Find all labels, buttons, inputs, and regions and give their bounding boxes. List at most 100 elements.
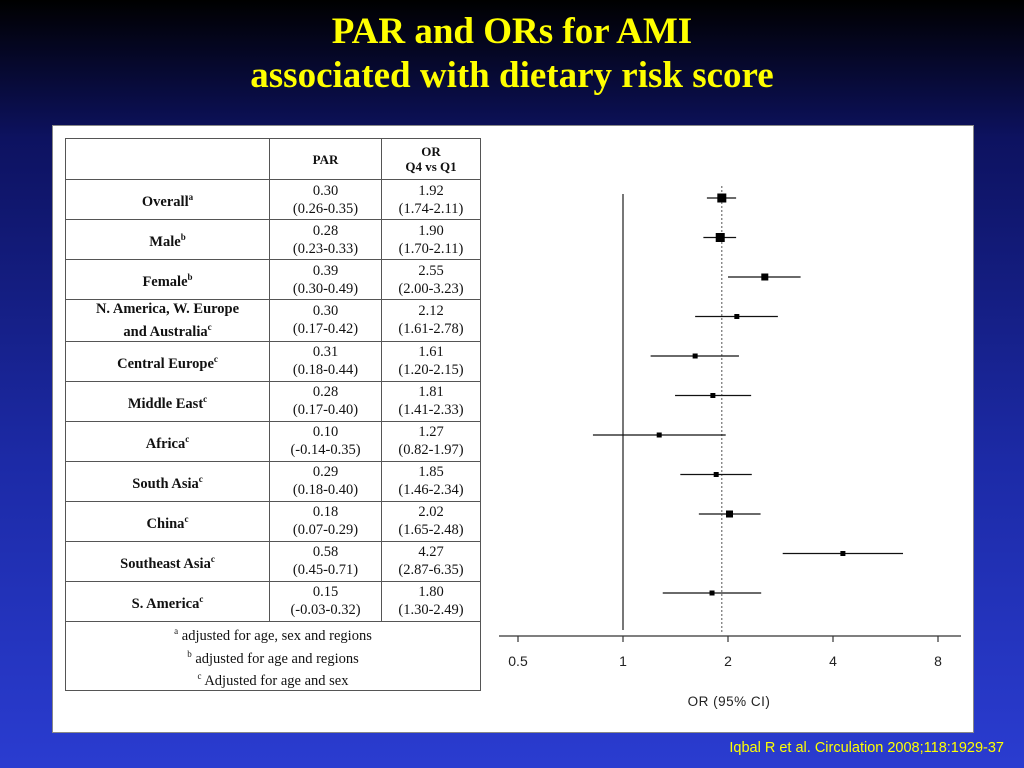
footnote-text: adjusted for age and regions bbox=[192, 650, 358, 666]
footnote-text-value: Adjusted for age and sex bbox=[204, 673, 349, 690]
table-row: Africac 0.10 (-0.14-0.35) 1.27 (0.82-1.97) bbox=[65, 420, 481, 462]
or-value: 1.80 bbox=[418, 584, 444, 601]
or-ci: (1.70-2.11) bbox=[398, 240, 464, 257]
header-or-line2: Q4 vs Q1 bbox=[405, 159, 457, 174]
or-ci: (0.82-1.97) bbox=[398, 442, 464, 459]
x-tick-label: 8 bbox=[934, 653, 942, 669]
table-row: Central Europec 0.31 (0.18-0.44) 1.61 (1.20-… bbox=[65, 340, 481, 382]
par-ci: (0.26-0.35) bbox=[292, 200, 359, 217]
par-ci: (-0.03-0.32) bbox=[290, 602, 361, 619]
estimate-marker bbox=[710, 393, 716, 398]
row-label: Femaleb bbox=[65, 259, 270, 300]
footnote-sup: a bbox=[174, 625, 179, 636]
par-ci: (0.45-0.71) bbox=[292, 562, 359, 579]
forest-plot: 0.5 1 2 4 8 OR (95% CI) bbox=[499, 186, 961, 709]
par-cell: 0.30 (0.26-0.35) bbox=[269, 179, 382, 220]
or-cell: 1.92 (1.74-2.11) bbox=[381, 179, 481, 220]
x-axis-label: OR (95% CI) bbox=[688, 694, 771, 709]
row-label-text: S. America bbox=[131, 595, 200, 612]
table-row: Middle Eastc 0.28 (0.17-0.40) 1.81 (1.41-2.3… bbox=[65, 380, 481, 422]
row-label: Chinac bbox=[65, 500, 270, 542]
par-cell: 0.31 (0.18-0.44) bbox=[269, 340, 382, 382]
row-label-text: Middle East bbox=[127, 395, 204, 412]
row-label-text: Central Europe bbox=[117, 355, 214, 372]
or-ci: (2.87-6.35) bbox=[398, 562, 464, 579]
table-row: Chinac 0.18 (0.07-0.29) 2.02 (1.65-2.48) bbox=[65, 500, 481, 542]
row-label-sup: a bbox=[188, 192, 194, 203]
row-label-sup: c bbox=[198, 473, 203, 484]
footnote-text-value: adjusted for age, sex and regions bbox=[181, 627, 372, 644]
title-line-2: associated with dietary risk score bbox=[250, 55, 774, 96]
par-cell: 0.10 (-0.14-0.35) bbox=[269, 420, 382, 462]
footnotes: a adjusted for age, sex and regions b adj… bbox=[65, 620, 481, 692]
citation: Iqbal R et al. Circulation 2008;118:1929… bbox=[729, 740, 1004, 756]
or-cell: 1.85 (1.46-2.34) bbox=[381, 460, 481, 502]
table-body: Overalla 0.30 (0.26-0.35) 1.92 (1.74-2.11) Ma… bbox=[65, 179, 481, 622]
or-cell: 2.02 (1.65-2.48) bbox=[381, 500, 481, 542]
or-value: 2.55 bbox=[418, 262, 444, 279]
or-ci: (2.00-3.23) bbox=[398, 280, 464, 297]
row-label-sup: c bbox=[185, 433, 190, 444]
row-label: South Asiac bbox=[65, 460, 270, 502]
par-value: 0.28 bbox=[312, 384, 339, 401]
or-value: 1.92 bbox=[418, 182, 444, 199]
par-ci: (0.30-0.49) bbox=[292, 280, 359, 297]
or-ci: (1.74-2.11) bbox=[398, 200, 464, 217]
par-ci: (0.17-0.42) bbox=[292, 321, 359, 338]
estimate-marker bbox=[726, 510, 734, 518]
footnote: c Adjusted for age and sex bbox=[66, 667, 480, 690]
estimate-marker bbox=[692, 353, 698, 359]
footnote-row: a adjusted for age, sex and regions b adj… bbox=[65, 620, 481, 692]
or-value: 1.90 bbox=[418, 222, 444, 239]
table-row: South Asiac 0.29 (0.18-0.40) 1.85 (1.46-2.34… bbox=[65, 460, 481, 502]
or-cell: 1.90 (1.70-2.11) bbox=[381, 219, 481, 260]
footnote: b adjusted for age and regions bbox=[66, 645, 480, 668]
par-value: 0.10 bbox=[312, 424, 339, 441]
x-tick-label: 2 bbox=[724, 653, 732, 669]
risk-table: PAR OR Q4 vs Q1 Overalla 0.30 (0.26-0.35) 1… bbox=[65, 138, 481, 692]
par-value: 0.31 bbox=[312, 344, 339, 361]
or-value: 2.12 bbox=[418, 303, 444, 320]
par-value: 0.18 bbox=[312, 504, 339, 521]
estimate-marker bbox=[713, 472, 719, 477]
or-ci: (1.65-2.48) bbox=[398, 522, 464, 539]
row-label-text: Male bbox=[149, 233, 181, 250]
row-label-text: Southeast Asia bbox=[120, 555, 211, 572]
or-value: 1.27 bbox=[418, 424, 444, 441]
or-cell: 2.12 (1.61-2.78) bbox=[381, 299, 481, 342]
par-value: 0.28 bbox=[312, 222, 339, 239]
estimate-marker bbox=[761, 273, 769, 281]
row-label-sup: c bbox=[210, 553, 215, 564]
par-value: 0.30 bbox=[312, 182, 339, 199]
par-cell: 0.15 (-0.03-0.32) bbox=[269, 580, 382, 622]
row-label-text: China bbox=[146, 515, 185, 532]
or-cell: 2.55 (2.00-3.23) bbox=[381, 259, 481, 300]
par-cell: 0.58 (0.45-0.71) bbox=[269, 540, 382, 582]
or-value: 2.02 bbox=[418, 504, 444, 521]
row-label-text: Africa bbox=[145, 435, 186, 452]
x-tick-label: 1 bbox=[619, 653, 627, 669]
table-row: N. America, W. Europe and Australiac 0.30(… bbox=[65, 299, 481, 342]
figure-panel: PAR OR Q4 vs Q1 Overalla 0.30 (0.26-0.35) 1… bbox=[52, 125, 974, 733]
row-label-sup: b bbox=[187, 272, 193, 283]
or-cell: 4.27 (2.87-6.35) bbox=[381, 540, 481, 582]
par-value: 0.29 bbox=[312, 464, 339, 481]
par-ci: (-0.14-0.35) bbox=[290, 442, 361, 459]
footnote: a adjusted for age, sex and regions bbox=[66, 622, 480, 645]
x-tick-label: 4 bbox=[829, 653, 837, 669]
row-label-text: N. America, W. Europe bbox=[95, 301, 240, 317]
table-row: Femaleb 0.39 (0.30-0.49) 2.55 (2.00-3.23) bbox=[65, 259, 481, 300]
or-value: 1.85 bbox=[418, 464, 444, 481]
or-ci: (1.61-2.78) bbox=[398, 321, 464, 338]
row-label-sup: c bbox=[184, 513, 189, 524]
row-label: Middle Eastc bbox=[65, 380, 270, 422]
footnote-sup: b bbox=[187, 648, 192, 659]
or-value: 1.61 bbox=[418, 344, 444, 361]
par-cell: 0.28 (0.17-0.40) bbox=[269, 380, 382, 422]
row-label: Africac bbox=[65, 420, 270, 462]
header-or-line1: OR bbox=[421, 144, 441, 159]
estimate-marker bbox=[717, 193, 727, 203]
row-label-text: Overall bbox=[141, 193, 189, 210]
or-cell: 1.61 (1.20-2.15) bbox=[381, 340, 481, 382]
footnote-sup: c bbox=[197, 671, 202, 682]
